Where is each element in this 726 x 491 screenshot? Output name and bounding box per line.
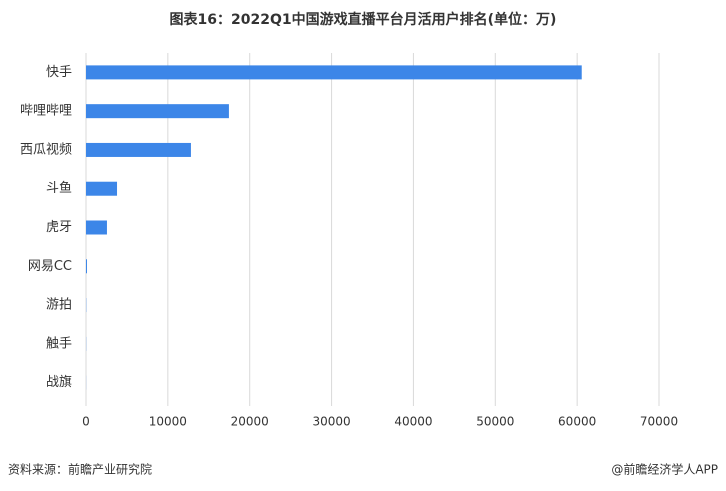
chart-title: 图表16：2022Q1中国游戏直播平台月活用户排名(单位：万) — [170, 11, 557, 28]
y-tick-label: 快手 — [46, 65, 72, 80]
y-tick-label: 触手 — [46, 336, 72, 351]
x-tick-label: 50000 — [476, 415, 514, 429]
x-tick-label: 0 — [82, 415, 90, 429]
x-tick-label: 10000 — [149, 415, 187, 429]
x-tick-label: 70000 — [640, 415, 678, 429]
bar — [86, 142, 191, 157]
x-tick-label: 20000 — [231, 415, 269, 429]
bar — [86, 220, 107, 235]
bar — [86, 259, 87, 274]
bar — [86, 65, 582, 80]
bar — [86, 104, 229, 119]
y-tick-label: 斗鱼 — [46, 180, 72, 196]
source-note: 资料来源：前瞻产业研究院 — [8, 462, 152, 477]
y-tick-label: 虎牙 — [46, 220, 72, 235]
y-tick-label: 游拍 — [46, 298, 72, 313]
y-tick-label: 哔哩哔哩 — [20, 104, 72, 119]
y-tick-label: 西瓜视频 — [20, 142, 72, 157]
y-tick-label: 战旗 — [46, 374, 72, 390]
x-tick-label: 30000 — [312, 415, 350, 429]
x-tick-label: 40000 — [394, 415, 432, 429]
credit-note: @前瞻经济学人APP — [611, 462, 718, 477]
bar — [86, 181, 118, 196]
y-tick-label: 网易CC — [28, 259, 72, 274]
x-tick-label: 60000 — [558, 415, 596, 429]
